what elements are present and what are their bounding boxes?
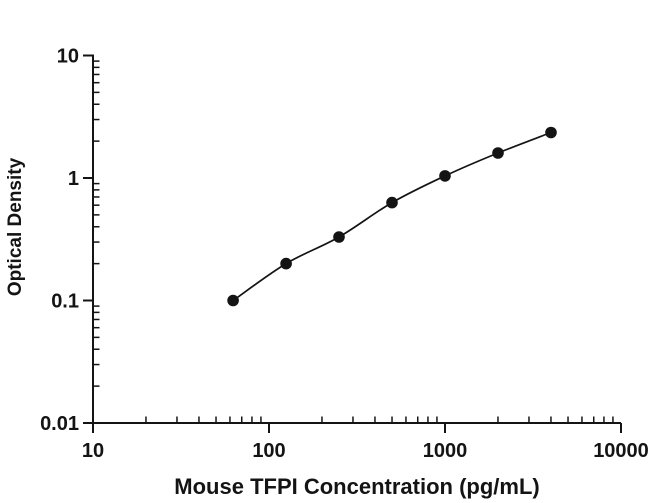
x-tick-label: 1000: [423, 440, 468, 462]
standard-curve-line: [232, 131, 552, 302]
x-tick-label: 10000: [593, 440, 649, 462]
data-point: [492, 147, 504, 159]
data-point: [333, 231, 345, 243]
y-tick-label: 0.1: [51, 291, 79, 313]
y-tick-label: 1: [68, 168, 79, 190]
y-tick-label: 0.01: [40, 413, 79, 435]
x-axis-title: Mouse TFPI Concentration (pg/mL): [174, 474, 539, 499]
plot-area: 0.01 0.1 1 10 10 100 1000 10000: [40, 46, 649, 463]
data-point: [227, 294, 239, 307]
data-point: [545, 126, 557, 139]
data-point: [280, 257, 292, 270]
data-point: [386, 196, 398, 209]
y-axis-title: Optical Density: [5, 157, 26, 296]
x-tick-label: 10: [82, 440, 104, 462]
y-tick-label: 10: [57, 46, 79, 68]
x-tick-label: 100: [252, 440, 285, 462]
data-point: [439, 170, 451, 182]
